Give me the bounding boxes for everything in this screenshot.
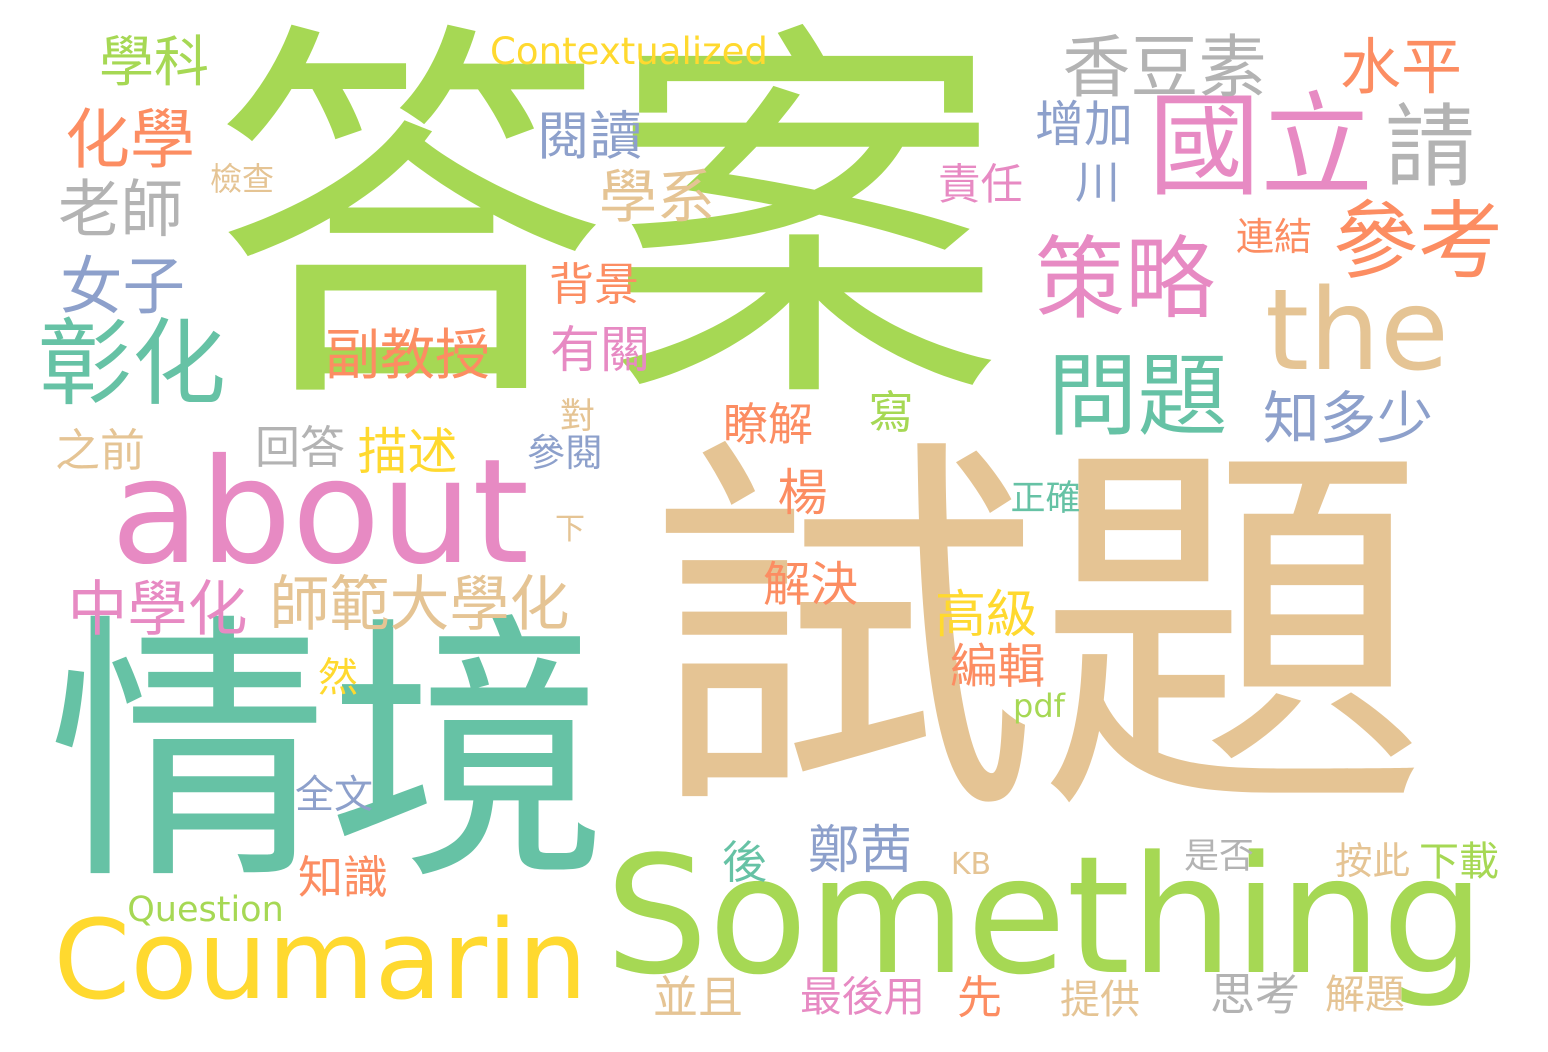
word: 之前 <box>54 424 145 477</box>
word: 有關 <box>550 320 650 379</box>
word: 並且 <box>652 971 743 1024</box>
word: 知識 <box>297 850 388 904</box>
word: 學系 <box>598 163 715 231</box>
word: 寫 <box>868 386 914 439</box>
word: 香豆素 <box>1062 29 1267 108</box>
word: 先 <box>956 971 1002 1024</box>
word: pdf <box>1013 687 1065 725</box>
word: 後 <box>721 836 767 889</box>
word: 是否 <box>1183 837 1254 877</box>
word: 化學 <box>64 102 195 178</box>
word: 老師 <box>58 173 183 247</box>
word: 責任 <box>937 160 1023 210</box>
word: 國立 <box>1148 80 1373 212</box>
word: 對 <box>559 397 595 437</box>
word: 師範大學化 <box>269 570 570 640</box>
word: 按此 <box>1335 839 1410 884</box>
word: 學科 <box>98 30 209 94</box>
word: about <box>110 428 530 597</box>
word: 檢查 <box>209 160 274 198</box>
word: 彰化 <box>37 310 226 419</box>
word: 最後用 <box>800 972 925 1022</box>
word: 女子 <box>60 250 185 324</box>
word: Contextualized <box>490 30 768 74</box>
word: KB <box>950 847 992 882</box>
word: 閱讀 <box>536 106 642 168</box>
word: 副教授 <box>324 323 490 387</box>
word: 策略 <box>1035 227 1215 332</box>
word: 中學化 <box>67 575 248 645</box>
word: 情境 <box>48 592 608 918</box>
word: 請 <box>1385 94 1475 200</box>
word: 解決 <box>763 558 858 614</box>
word: Coumarin <box>53 896 588 1024</box>
word: 回答 <box>254 421 345 474</box>
word: 瞭解 <box>722 398 813 451</box>
word: 下 <box>555 511 585 547</box>
word: 答案 <box>212 0 1003 452</box>
word: 問題 <box>1047 344 1228 449</box>
word: 鄭茜 <box>807 821 912 881</box>
word: 參考 <box>1332 193 1503 292</box>
word: 楊 <box>777 464 828 522</box>
word: the <box>1265 266 1449 396</box>
word: Question <box>127 890 284 930</box>
word: 高級 <box>934 586 1037 645</box>
word: 提供 <box>1060 977 1140 1023</box>
word: 背景 <box>548 258 639 311</box>
word: 思考 <box>1209 967 1300 1021</box>
word: 編輯 <box>950 639 1045 695</box>
word: 全文 <box>294 773 373 818</box>
word: 解題 <box>1325 972 1405 1018</box>
word: 描述 <box>357 423 458 481</box>
word: 然 <box>318 655 358 701</box>
word: 下載 <box>1419 839 1499 885</box>
word: 正確 <box>1010 479 1081 519</box>
word: 知多少 <box>1263 385 1433 452</box>
word: 川 <box>1074 156 1120 209</box>
word: 水平 <box>1339 32 1462 103</box>
word: 試題 <box>647 408 1428 862</box>
word: 連結 <box>1235 215 1312 259</box>
word: Something <box>605 822 1485 1012</box>
word: 增加 <box>1034 95 1133 153</box>
word: 參閱 <box>526 431 603 475</box>
